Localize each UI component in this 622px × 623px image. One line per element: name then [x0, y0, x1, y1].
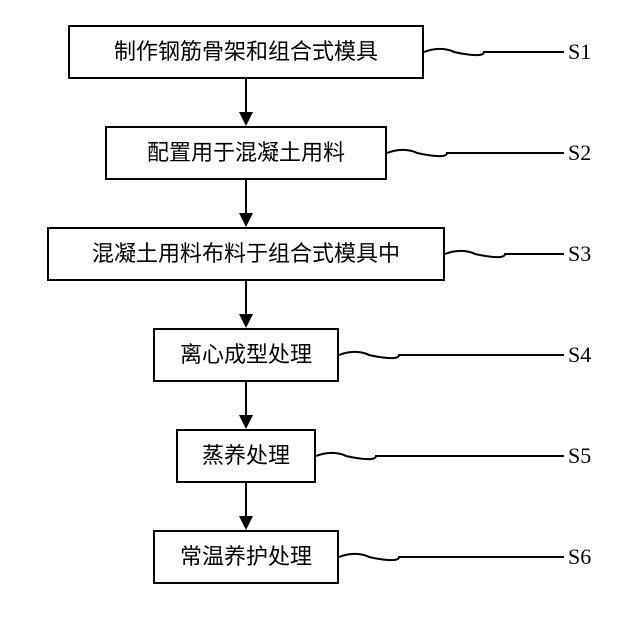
connector-s6 — [339, 542, 568, 572]
step-box-s5: 蒸养处理 — [176, 429, 316, 483]
step-label-s3: S3 — [568, 241, 591, 267]
arrow-line-s3-s4 — [245, 281, 247, 316]
arrow-line-s4-s5 — [245, 382, 247, 417]
step-label-s5: S5 — [568, 443, 591, 469]
step-box-s6: 常温养护处理 — [153, 530, 339, 584]
step-text: 制作钢筋骨架和组合式模具 — [114, 39, 378, 65]
step-box-s2: 配置用于混凝土用料 — [105, 126, 387, 180]
step-text: 混凝土用料布料于组合式模具中 — [92, 241, 400, 267]
step-box-s1: 制作钢筋骨架和组合式模具 — [68, 25, 424, 79]
step-text: 蒸养处理 — [202, 443, 290, 469]
arrow-head-s1-s2 — [239, 112, 253, 126]
step-text: 离心成型处理 — [180, 342, 312, 368]
arrow-head-s4-s5 — [239, 415, 253, 429]
step-box-s3: 混凝土用料布料于组合式模具中 — [47, 227, 445, 281]
flowchart-container: 制作钢筋骨架和组合式模具 S1 配置用于混凝土用料 S2 混凝土用料布料于组合式模具中 S… — [0, 0, 622, 623]
connector-s2 — [387, 138, 568, 168]
connector-s1 — [424, 37, 568, 67]
step-text: 常温养护处理 — [180, 544, 312, 570]
step-label-s1: S1 — [568, 39, 591, 65]
step-box-s4: 离心成型处理 — [153, 328, 339, 382]
step-label-s6: S6 — [568, 544, 591, 570]
connector-s4 — [339, 340, 568, 370]
step-label-s4: S4 — [568, 342, 591, 368]
step-text: 配置用于混凝土用料 — [147, 140, 345, 166]
arrow-head-s5-s6 — [239, 516, 253, 530]
arrow-head-s3-s4 — [239, 314, 253, 328]
arrow-head-s2-s3 — [239, 213, 253, 227]
arrow-line-s1-s2 — [245, 79, 247, 114]
connector-s3 — [445, 239, 568, 269]
step-label-s2: S2 — [568, 140, 591, 166]
arrow-line-s2-s3 — [245, 180, 247, 215]
arrow-line-s5-s6 — [245, 483, 247, 518]
connector-s5 — [316, 441, 568, 471]
